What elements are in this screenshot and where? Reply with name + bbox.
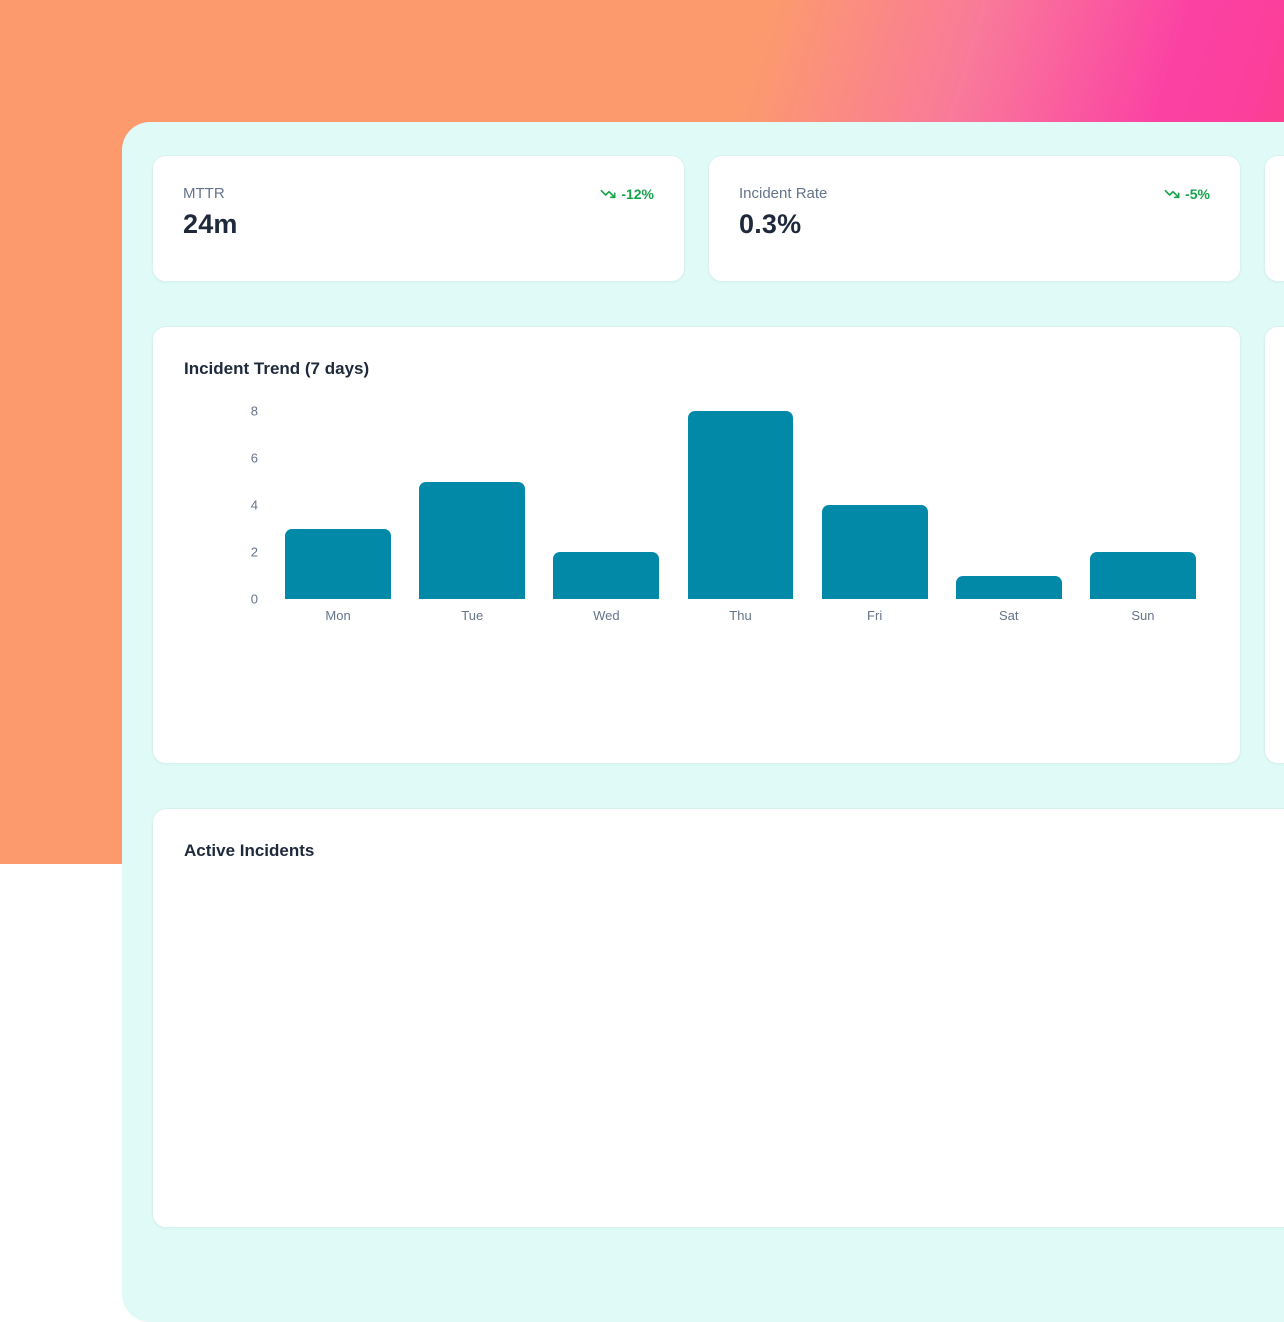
incident-trend-card: Incident Trend (7 days) 0 2 4 6 8 Mon Tue Wed T… [152,326,1241,764]
bar-slot [405,403,539,599]
metric-card-mttr: MTTR -12% 24m [152,155,685,282]
bar-plot [271,403,1210,599]
bar-slot [271,403,405,599]
x-axis-label: Fri [867,608,883,623]
bar-sat [955,575,1062,599]
metric-card-header: MTTR -12% [183,185,654,202]
bar-mon [285,528,392,599]
bar-slot [673,403,807,599]
trending-down-icon [1164,189,1180,198]
metric-card-incident-rate: Incident Rate -5% 0.3% [708,155,1241,282]
side-card-partial [1264,326,1284,764]
y-axis: 0 2 4 6 8 [184,403,271,606]
y-axis-tick: 0 [250,591,258,607]
x-axis-label: Mon [325,608,351,623]
metric-value: 0.3% [739,209,802,239]
metric-card-header: Incident Rate -5% [739,185,1210,202]
bar-fri [821,505,928,599]
metric-delta-badge: -5% [1164,186,1210,202]
bar-chart: 0 2 4 6 8 [184,403,1210,606]
y-axis-tick: 6 [250,450,258,466]
metric-label: MTTR [183,185,225,202]
bar-wed [553,552,660,599]
bar-sun [1089,552,1196,599]
metric-value: 24m [183,209,238,239]
trending-down-icon [600,189,616,198]
bar-thu [687,411,794,599]
x-axis-labels: Mon Tue Wed Thu Fri Sat Sun [271,608,1210,623]
y-axis-tick: 2 [250,544,258,560]
metric-card-partial [1264,155,1284,282]
x-axis-label: Sun [1131,608,1155,623]
x-axis-label: Wed [593,608,620,623]
dashboard-panel: MTTR -12% 24m Incident Rate [122,122,1284,1322]
metric-delta-value: -5% [1185,185,1210,202]
bar-slot [808,403,942,599]
bar-slot [942,403,1076,599]
active-incidents-title: Active Incidents [184,841,315,860]
bar-slot [539,403,673,599]
y-axis-tick: 8 [250,403,258,419]
chart-title: Incident Trend (7 days) [184,359,370,378]
x-axis-label: Tue [461,608,484,623]
x-axis-label: Sat [999,608,1019,623]
active-incidents-card: Active Incidents [152,808,1284,1228]
metric-delta-badge: -12% [600,186,654,202]
dashboard-grid: MTTR -12% 24m Incident Rate [152,155,1284,1228]
metric-label: Incident Rate [739,185,828,202]
y-axis-tick: 4 [250,497,258,513]
bar-slot [1076,403,1210,599]
metric-delta-value: -12% [621,185,654,202]
x-axis-label: Thu [729,608,752,623]
bar-tue [419,481,526,599]
